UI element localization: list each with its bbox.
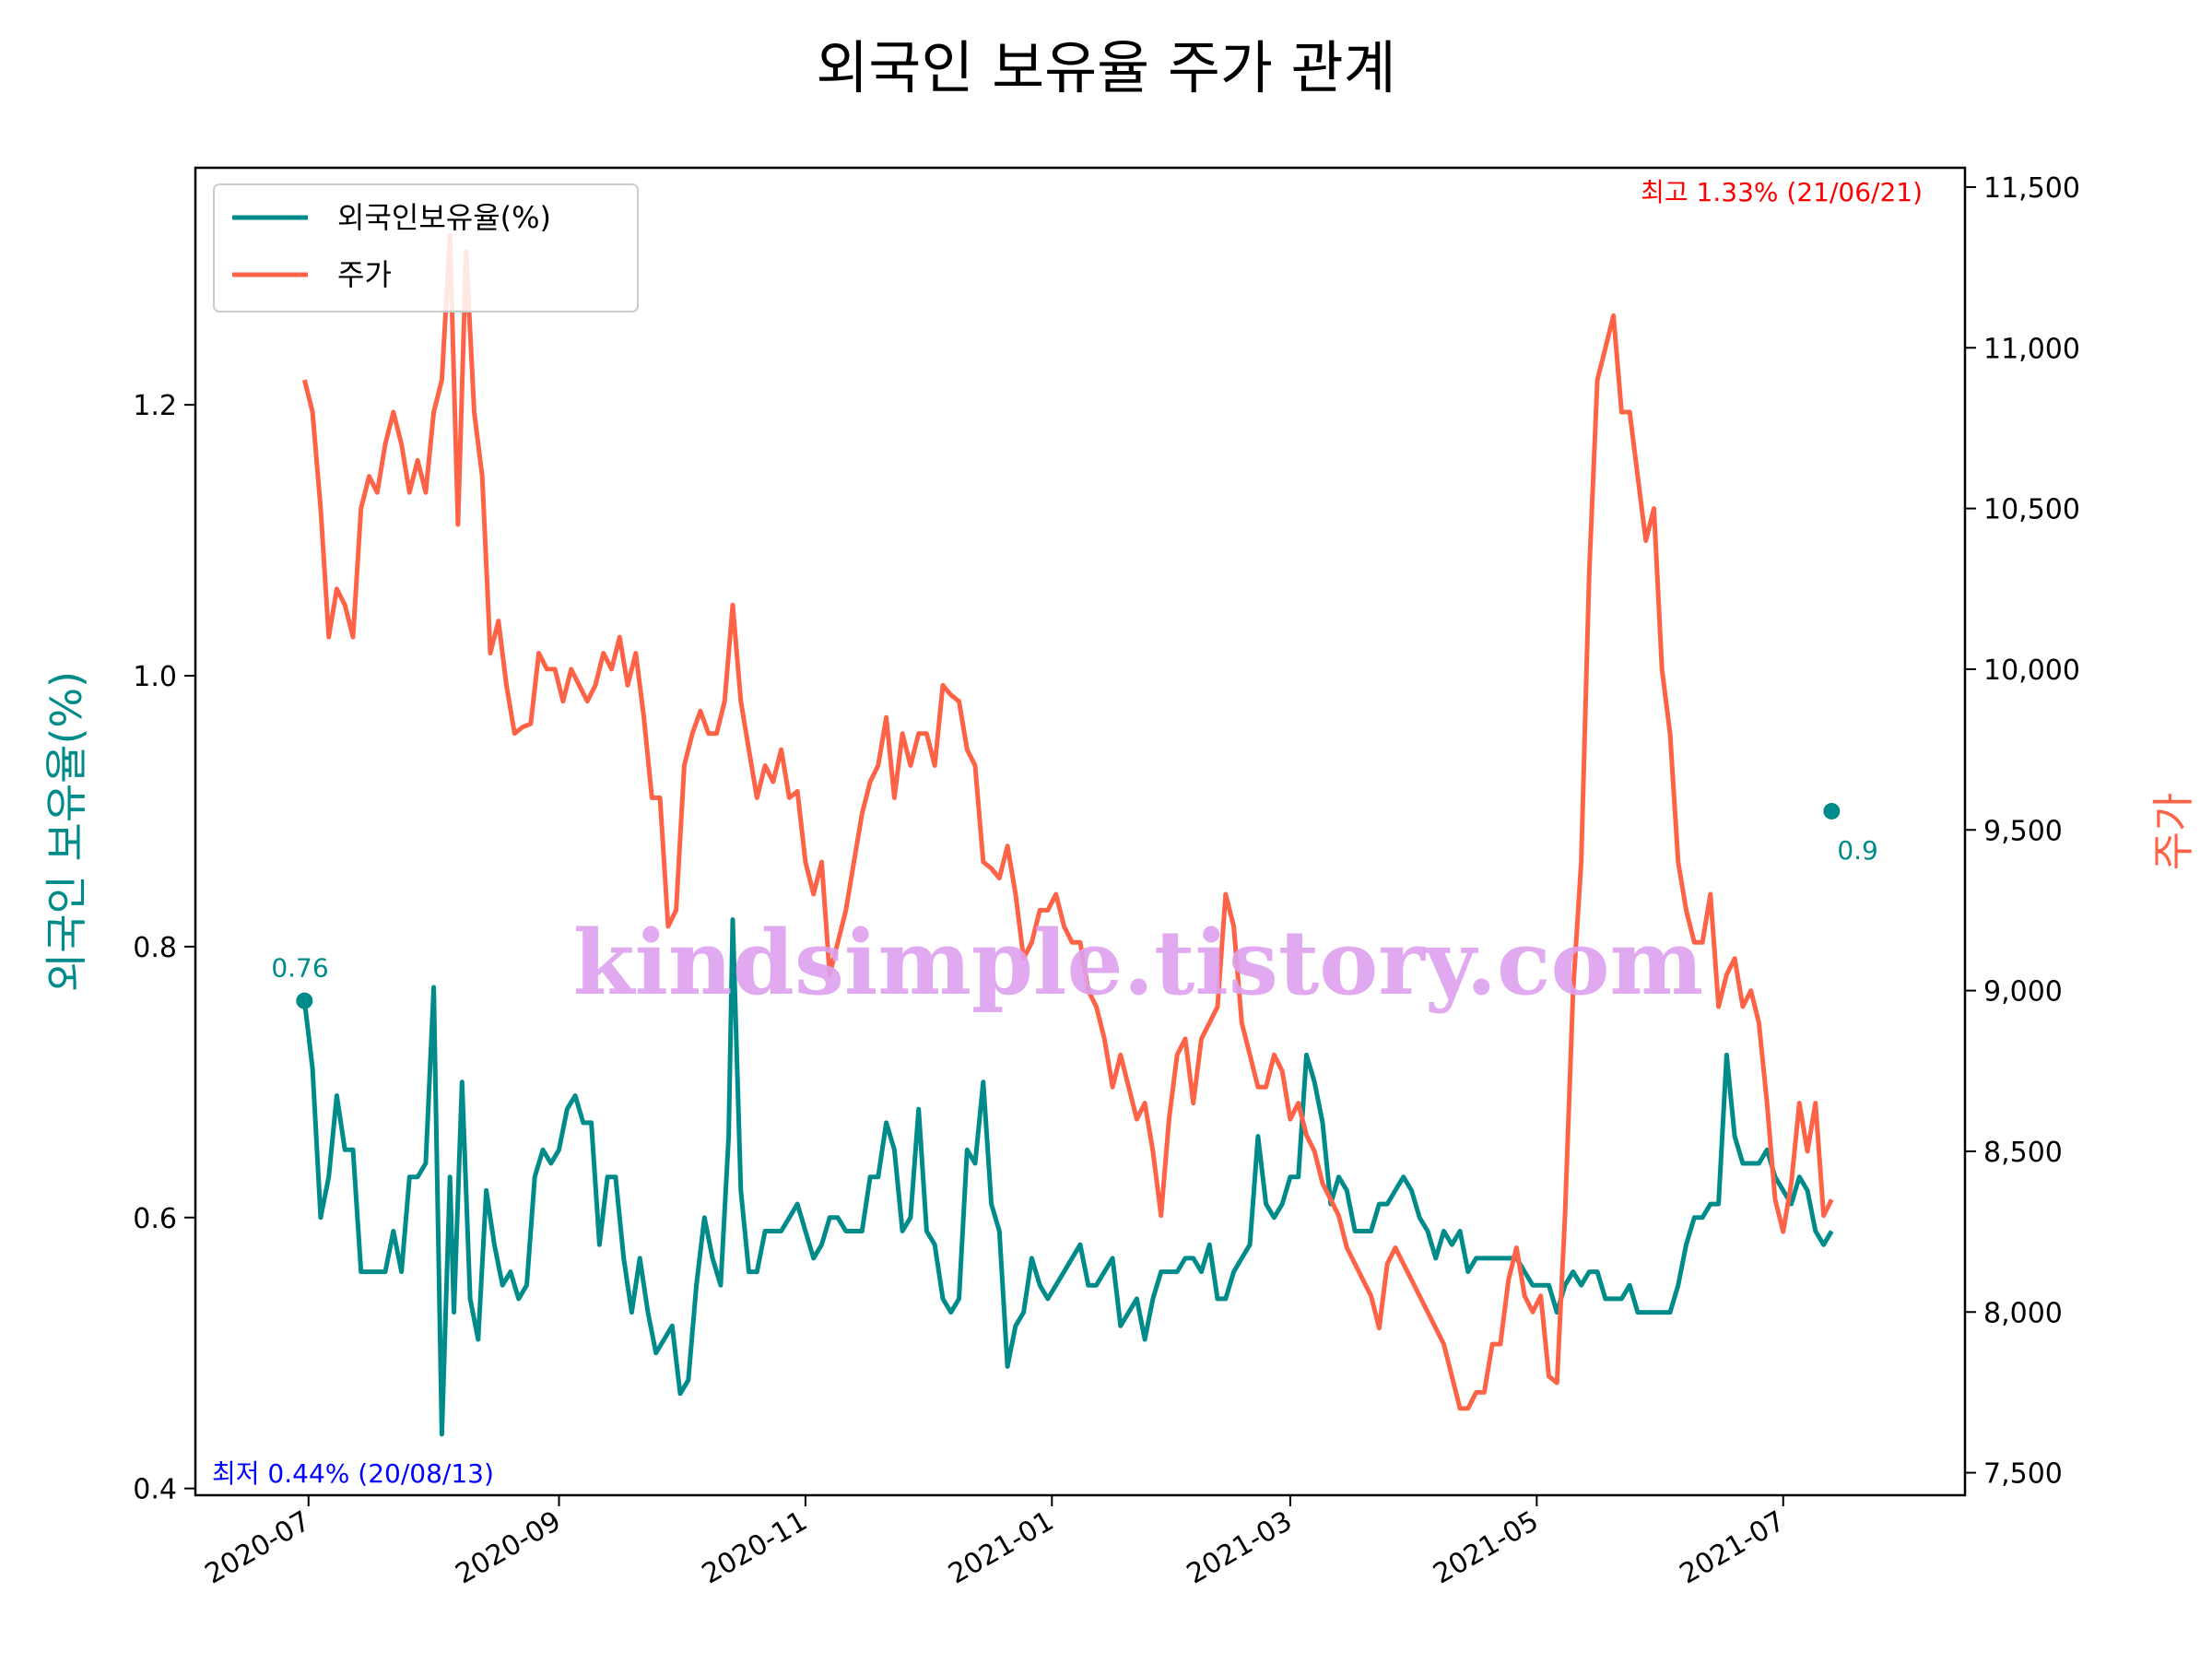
legend-label-price: 주가 <box>337 257 392 292</box>
legend-box <box>213 183 639 313</box>
right-y-axis: 7,500 8,000 8,500 9,000 9,500 10,000 10,500 11,… <box>1965 172 2080 1491</box>
left-axis-title: 외국인 보유율(%) <box>41 671 91 992</box>
left-y-axis: 0.4 0.6 0.8 1.0 1.2 <box>133 390 195 1506</box>
right-tick-label: 10,000 <box>1983 655 2080 687</box>
watermark: kindsimple.tistory.com <box>573 911 1703 1015</box>
series-line-ratio <box>301 917 1834 1437</box>
right-tick-label: 8,000 <box>1983 1297 2063 1329</box>
right-tick-label: 9,500 <box>1983 815 2063 847</box>
left-tick-label: 1.0 <box>133 661 177 693</box>
x-tick-label: 2021-05 <box>1428 1505 1544 1591</box>
x-tick-label: 2021-03 <box>1182 1505 1298 1591</box>
left-tick-label: 0.8 <box>133 932 177 964</box>
x-axis: 2020-07 2020-09 2020-11 2021-01 2021-03 2021-… <box>200 1495 1791 1591</box>
start-marker-label: 0.76 <box>271 953 328 984</box>
x-tick-label: 2020-07 <box>200 1505 316 1591</box>
end-marker-label: 0.9 <box>1837 835 1878 866</box>
right-tick-label: 9,000 <box>1983 976 2063 1008</box>
max-annotation: 최고 1.33% (21/06/21) <box>1641 177 1923 207</box>
left-tick-label: 0.6 <box>133 1203 177 1235</box>
x-tick-label: 2021-07 <box>1675 1505 1791 1591</box>
right-axis-title: 주가 <box>2148 793 2198 871</box>
right-tick-label: 10,500 <box>1983 494 2080 526</box>
right-tick-label: 8,500 <box>1983 1137 2063 1169</box>
x-tick-label: 2021-01 <box>943 1505 1059 1591</box>
chart-title: 외국인 보유율 주가 관계 <box>816 34 1396 101</box>
right-tick-label: 7,500 <box>1983 1458 2063 1491</box>
right-tick-label: 11,000 <box>1983 333 2080 365</box>
series-line-price <box>301 232 1834 1411</box>
x-tick-label: 2020-09 <box>450 1505 566 1591</box>
left-tick-label: 0.4 <box>133 1474 177 1506</box>
legend-label-ratio: 외국인보유율(%) <box>337 200 551 235</box>
start-marker <box>296 992 313 1009</box>
end-marker <box>1823 802 1841 820</box>
x-tick-label: 2020-11 <box>697 1505 813 1591</box>
plot-area: 0.76 0.9 <box>271 232 1878 1437</box>
min-annotation: 최저 0.44% (20/08/13) <box>212 1458 494 1489</box>
legend: 외국인보유율(%) 주가 <box>213 183 639 313</box>
left-tick-label: 1.2 <box>133 390 177 422</box>
right-tick-label: 11,500 <box>1983 172 2080 205</box>
plot-frame <box>194 166 1967 1497</box>
